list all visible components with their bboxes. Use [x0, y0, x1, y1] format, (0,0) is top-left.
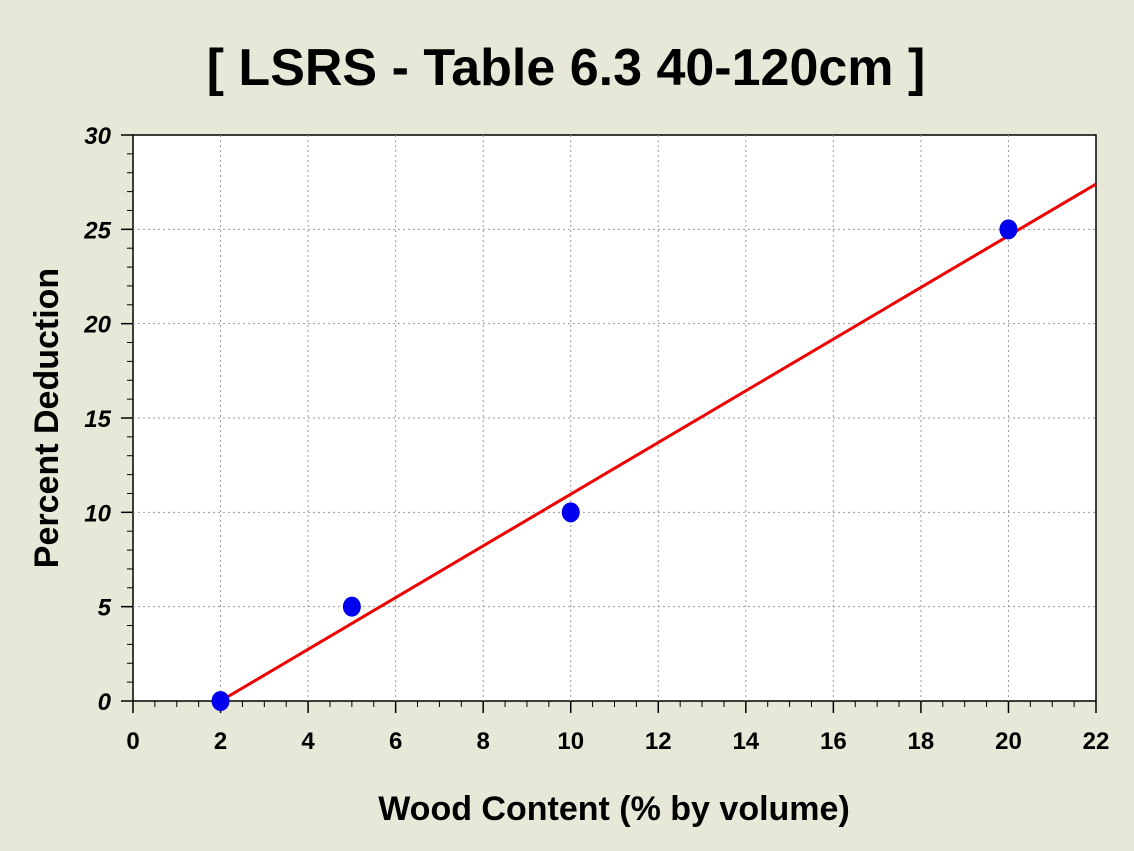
x-axis-label: Wood Content (% by volume)	[378, 790, 850, 828]
x-tick-label: 20	[995, 728, 1022, 755]
data-point	[211, 691, 230, 711]
x-tick-label: 10	[557, 728, 584, 755]
x-tick-label: 14	[732, 728, 759, 755]
x-tick-label: 2	[214, 728, 227, 755]
x-tick-label: 18	[908, 728, 935, 755]
y-axis-ticks: 0 5 10 15 20 25 30	[83, 123, 133, 716]
data-point	[342, 596, 361, 617]
x-tick-label: 12	[645, 728, 672, 755]
x-tick-label: 22	[1083, 728, 1110, 755]
y-tick-label: 15	[84, 406, 111, 433]
data-point	[999, 219, 1018, 240]
x-tick-label: 16	[820, 728, 847, 755]
grid	[133, 135, 1096, 701]
y-tick-label: 25	[83, 217, 111, 244]
y-tick-label: 30	[84, 123, 111, 150]
y-tick-label: 20	[83, 312, 111, 339]
data-point	[561, 502, 580, 523]
y-tick-label: 10	[84, 500, 111, 527]
x-tick-label: 0	[126, 728, 139, 755]
y-axis-label: Percent Deduction	[28, 268, 66, 568]
series-layer	[211, 182, 1097, 711]
y-tick-label: 0	[98, 689, 112, 716]
y-tick-label: 5	[98, 595, 112, 622]
chart-title: [ LSRS - Table 6.3 40-120cm ]	[207, 39, 926, 97]
x-tick-label: 8	[477, 728, 490, 755]
x-tick-label: 6	[389, 728, 402, 755]
trend-line	[219, 182, 1097, 703]
minor-ticks	[127, 153, 1075, 707]
x-axis-ticks: 0 2 4 6 8 10 12 14 16 18 20 22	[126, 701, 1109, 755]
x-tick-label: 4	[301, 728, 315, 755]
